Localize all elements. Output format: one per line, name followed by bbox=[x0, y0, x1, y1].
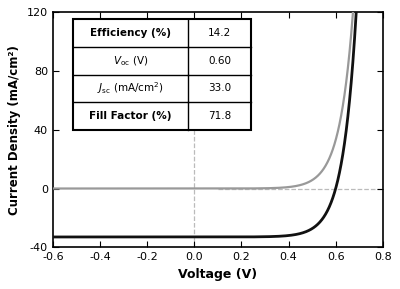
Text: $J_{\mathrm{sc}}$ (mA/cm$^2$): $J_{\mathrm{sc}}$ (mA/cm$^2$) bbox=[97, 81, 164, 96]
X-axis label: Voltage (V): Voltage (V) bbox=[178, 268, 257, 281]
FancyBboxPatch shape bbox=[73, 19, 251, 130]
Text: 33.0: 33.0 bbox=[208, 84, 231, 93]
Text: 0.60: 0.60 bbox=[208, 56, 231, 66]
Text: $V_{\mathrm{oc}}$ (V): $V_{\mathrm{oc}}$ (V) bbox=[113, 54, 148, 68]
Text: 14.2: 14.2 bbox=[208, 28, 231, 38]
Text: 71.8: 71.8 bbox=[208, 111, 231, 121]
Text: Efficiency (%): Efficiency (%) bbox=[90, 28, 171, 38]
Y-axis label: Current Density (mA/cm²): Current Density (mA/cm²) bbox=[8, 45, 21, 215]
Text: Fill Factor (%): Fill Factor (%) bbox=[89, 111, 172, 121]
